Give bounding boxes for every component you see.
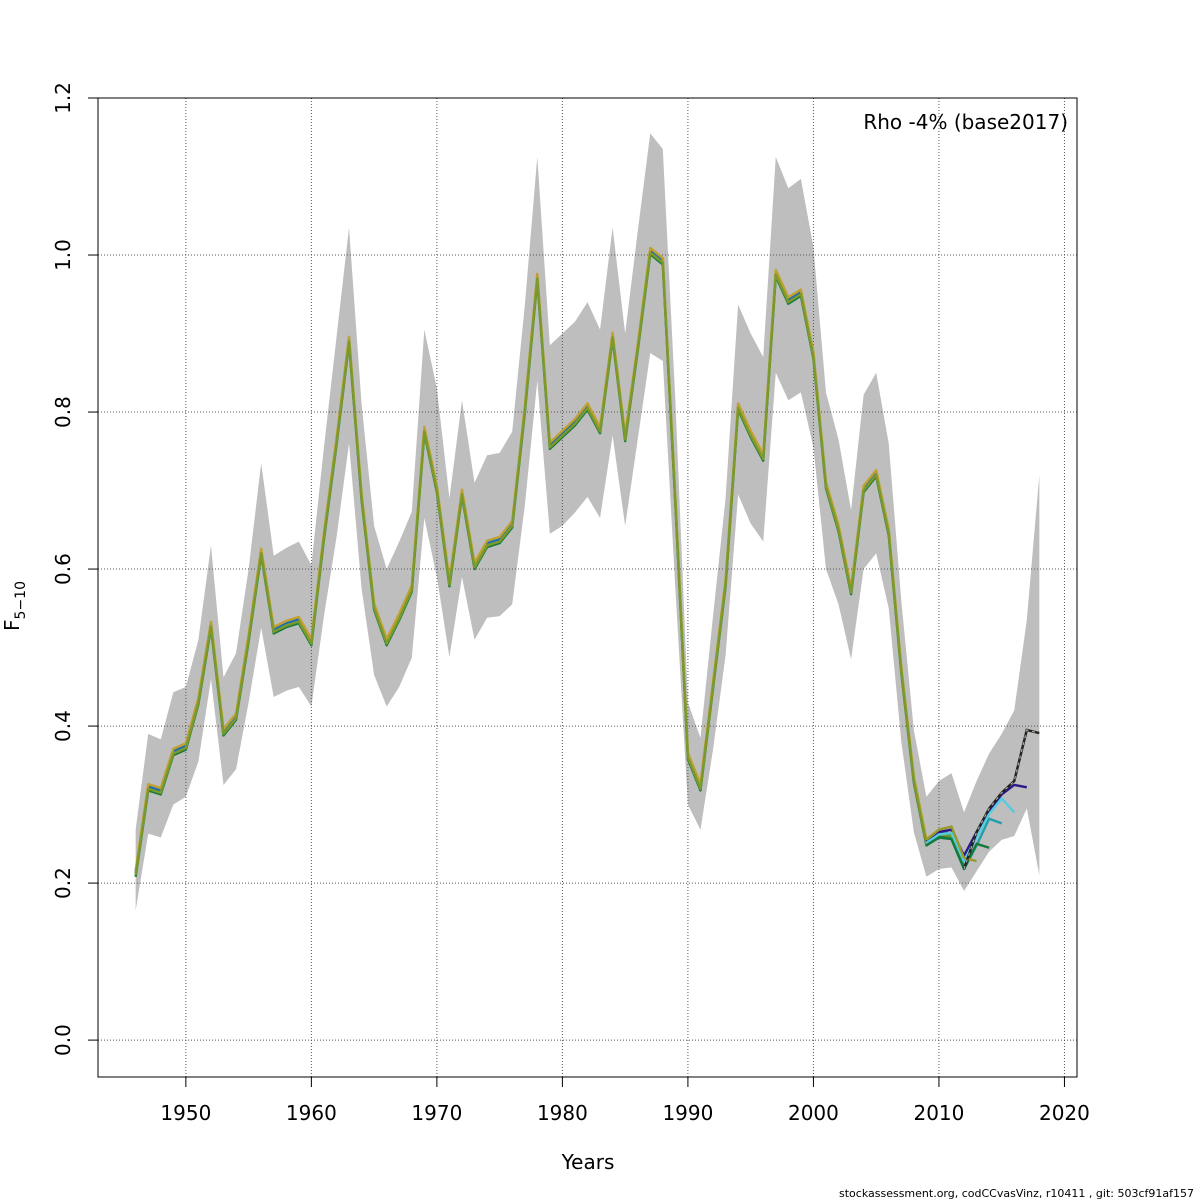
rho-annotation: Rho -4% (base2017) [863,110,1068,134]
y-tick-label: 0.8 [51,396,75,428]
base-series-line [134,251,1040,876]
y-tick-label: 0.0 [51,1024,75,1056]
grid [98,97,1077,1077]
confidence-band-area [135,133,1040,911]
y-axis-title-main: F [0,619,24,631]
x-tick-label: 1960 [286,1101,337,1125]
y-tick-label: 0.2 [51,867,75,899]
svg-text:F5−10: F5−10 [0,581,29,631]
y-tick-label: 0.4 [51,710,75,742]
x-tick-label: 1980 [537,1101,588,1125]
y-tick-label: 0.6 [51,553,75,585]
confidence-band [135,133,1040,911]
base-recent-dash [963,729,1040,870]
y-tick-label: 1.0 [51,239,75,271]
x-axis-title: Years [561,1150,615,1174]
axes: 1950 1960 1970 1980 1990 2000 2010 2020 0.0 0.2 0.… [51,82,1090,1125]
y-axis-title: F5−10 [0,581,29,631]
y-axis-title-sub: 5−10 [13,581,29,619]
series-lines [134,246,1040,877]
x-tick-label: 1950 [160,1101,211,1125]
plot-frame [97,97,1078,1078]
retro-peel-line [925,836,990,871]
x-tick-label: 2020 [1039,1101,1090,1125]
x-tick-label: 2000 [788,1101,839,1125]
y-tick-label: 1.2 [51,82,75,114]
x-tick-label: 1990 [662,1101,713,1125]
footer-credit: stockassessment.org, codCCvasVinz, r1041… [839,1187,1194,1200]
x-tick-label: 2010 [913,1101,964,1125]
x-tick-label: 1970 [411,1101,462,1125]
